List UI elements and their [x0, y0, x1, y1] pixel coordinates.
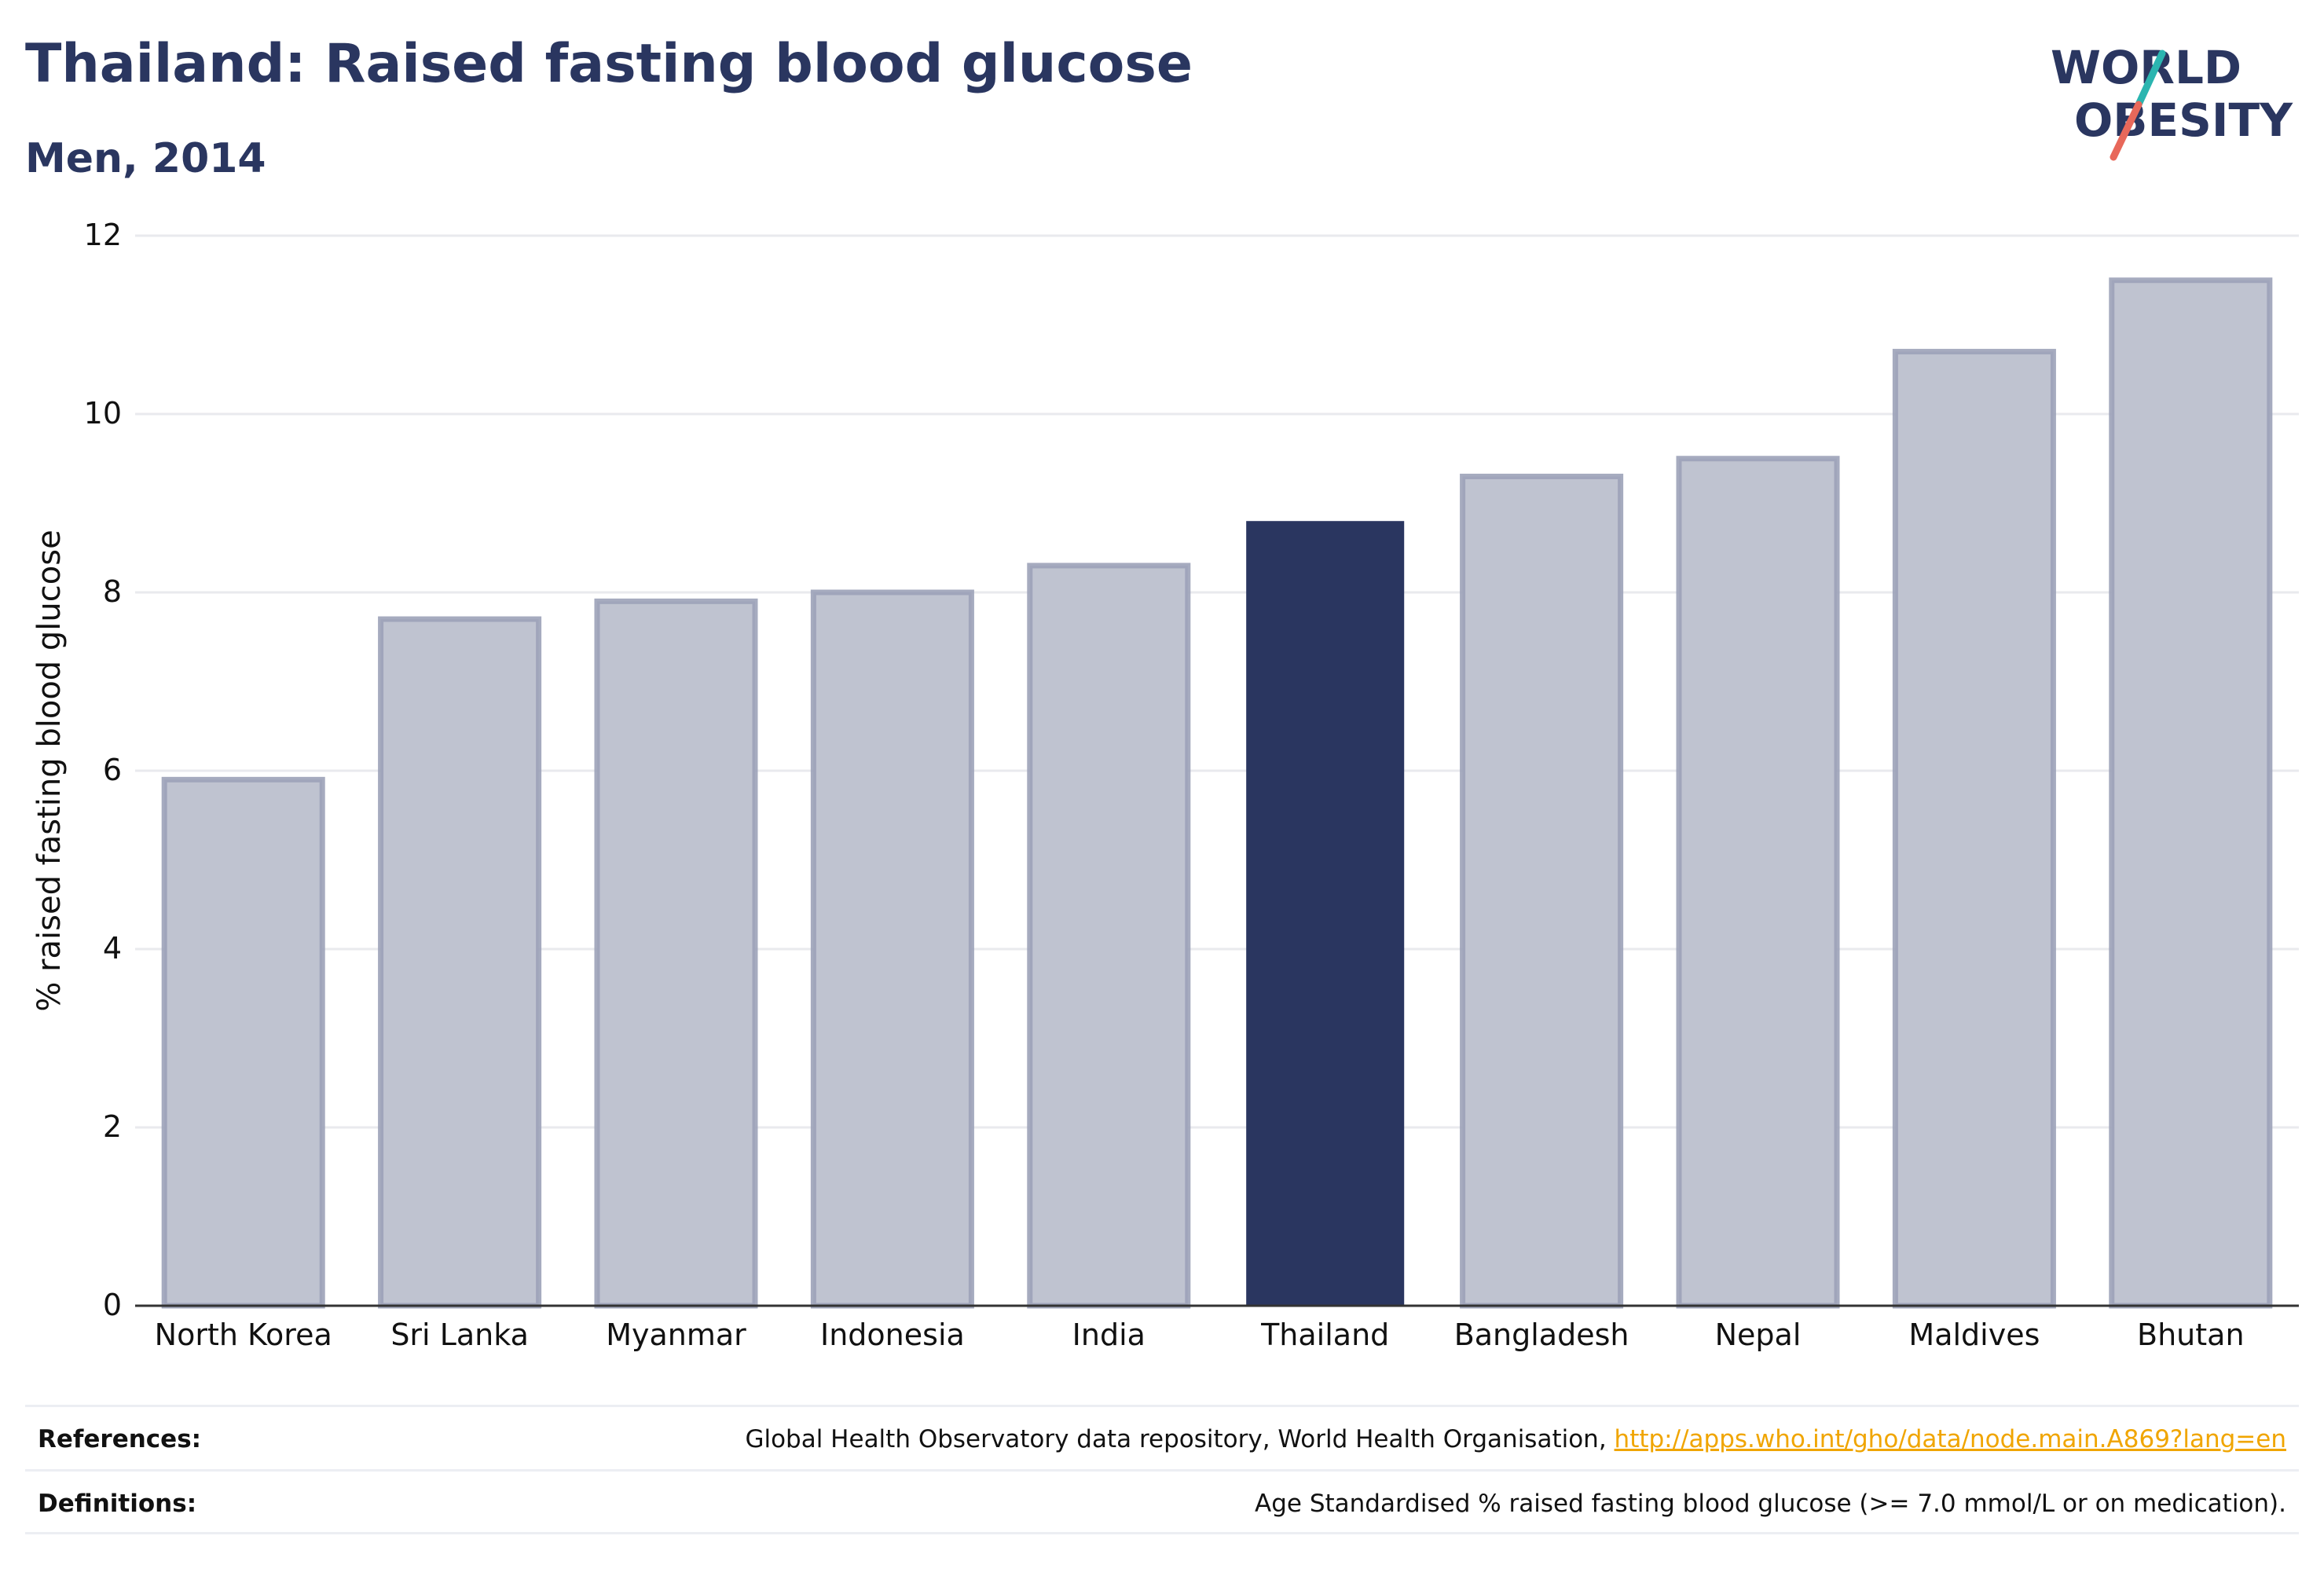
- bar: [810, 589, 974, 1309]
- y-tick-label: 8: [103, 574, 122, 609]
- y-tick-label: 0: [103, 1288, 122, 1322]
- bar: [594, 598, 758, 1309]
- x-tick-label: Indonesia: [820, 1318, 965, 1352]
- x-tick-label: Nepal: [1715, 1318, 1802, 1352]
- bar: [161, 776, 325, 1309]
- references-source: Global Health Observatory data repositor…: [745, 1425, 1607, 1453]
- x-tick-label: Bangladesh: [1454, 1318, 1629, 1352]
- x-tick-label: Myanmar: [606, 1318, 746, 1352]
- y-tick-label: 6: [103, 753, 122, 787]
- bar: [1460, 473, 1624, 1309]
- bar: [1892, 349, 2056, 1309]
- definitions-row: Definitions: Age Standardised % raised f…: [25, 1469, 2299, 1536]
- bar: [378, 616, 542, 1309]
- x-tick-label: Bhutan: [2137, 1318, 2245, 1352]
- x-tick-label: Maldives: [1908, 1318, 2040, 1352]
- chart-subtitle: Men, 2014: [25, 135, 266, 182]
- references-link[interactable]: http://apps.who.int/gho/data/node.main.A…: [1614, 1425, 2286, 1453]
- references-label: References:: [38, 1425, 202, 1453]
- world-obesity-logo: WORLD OBESITY: [2051, 41, 2293, 161]
- references-text: Global Health Observatory data repositor…: [745, 1425, 2299, 1453]
- logo-slash-teal: [2135, 49, 2166, 108]
- x-tick-label: Sri Lanka: [390, 1318, 529, 1352]
- definitions-label: Definitions:: [38, 1490, 197, 1518]
- bar: [1676, 456, 1840, 1309]
- bar-chart: 0 2 4 6 8 10 12 North Korea Sri Lanka Myanmar Indo…: [31, 218, 2299, 1352]
- bar: [1027, 563, 1191, 1309]
- logo-line2: OBESITY: [2074, 93, 2293, 147]
- x-tick-label: Thailand: [1260, 1318, 1389, 1352]
- y-tick-label: 12: [84, 218, 122, 252]
- bar: [2109, 277, 2273, 1309]
- references-row: References: Global Health Observatory da…: [25, 1405, 2299, 1472]
- x-tick-label: India: [1072, 1318, 1146, 1352]
- definitions-text: Age Standardised % raised fasting blood …: [1255, 1490, 2286, 1518]
- y-tick-label: 4: [103, 931, 122, 966]
- logo-slash-coral: [2110, 101, 2143, 161]
- y-tick-label: 2: [103, 1109, 122, 1144]
- y-tick-label: 10: [84, 396, 122, 431]
- bar: [1246, 521, 1405, 1306]
- y-axis-label: % raised fasting blood glucose: [31, 530, 68, 1011]
- x-tick-label: North Korea: [155, 1318, 332, 1352]
- chart-title: Thailand: Raised fasting blood glucose: [25, 33, 1193, 95]
- footer-divider: [25, 1532, 2299, 1534]
